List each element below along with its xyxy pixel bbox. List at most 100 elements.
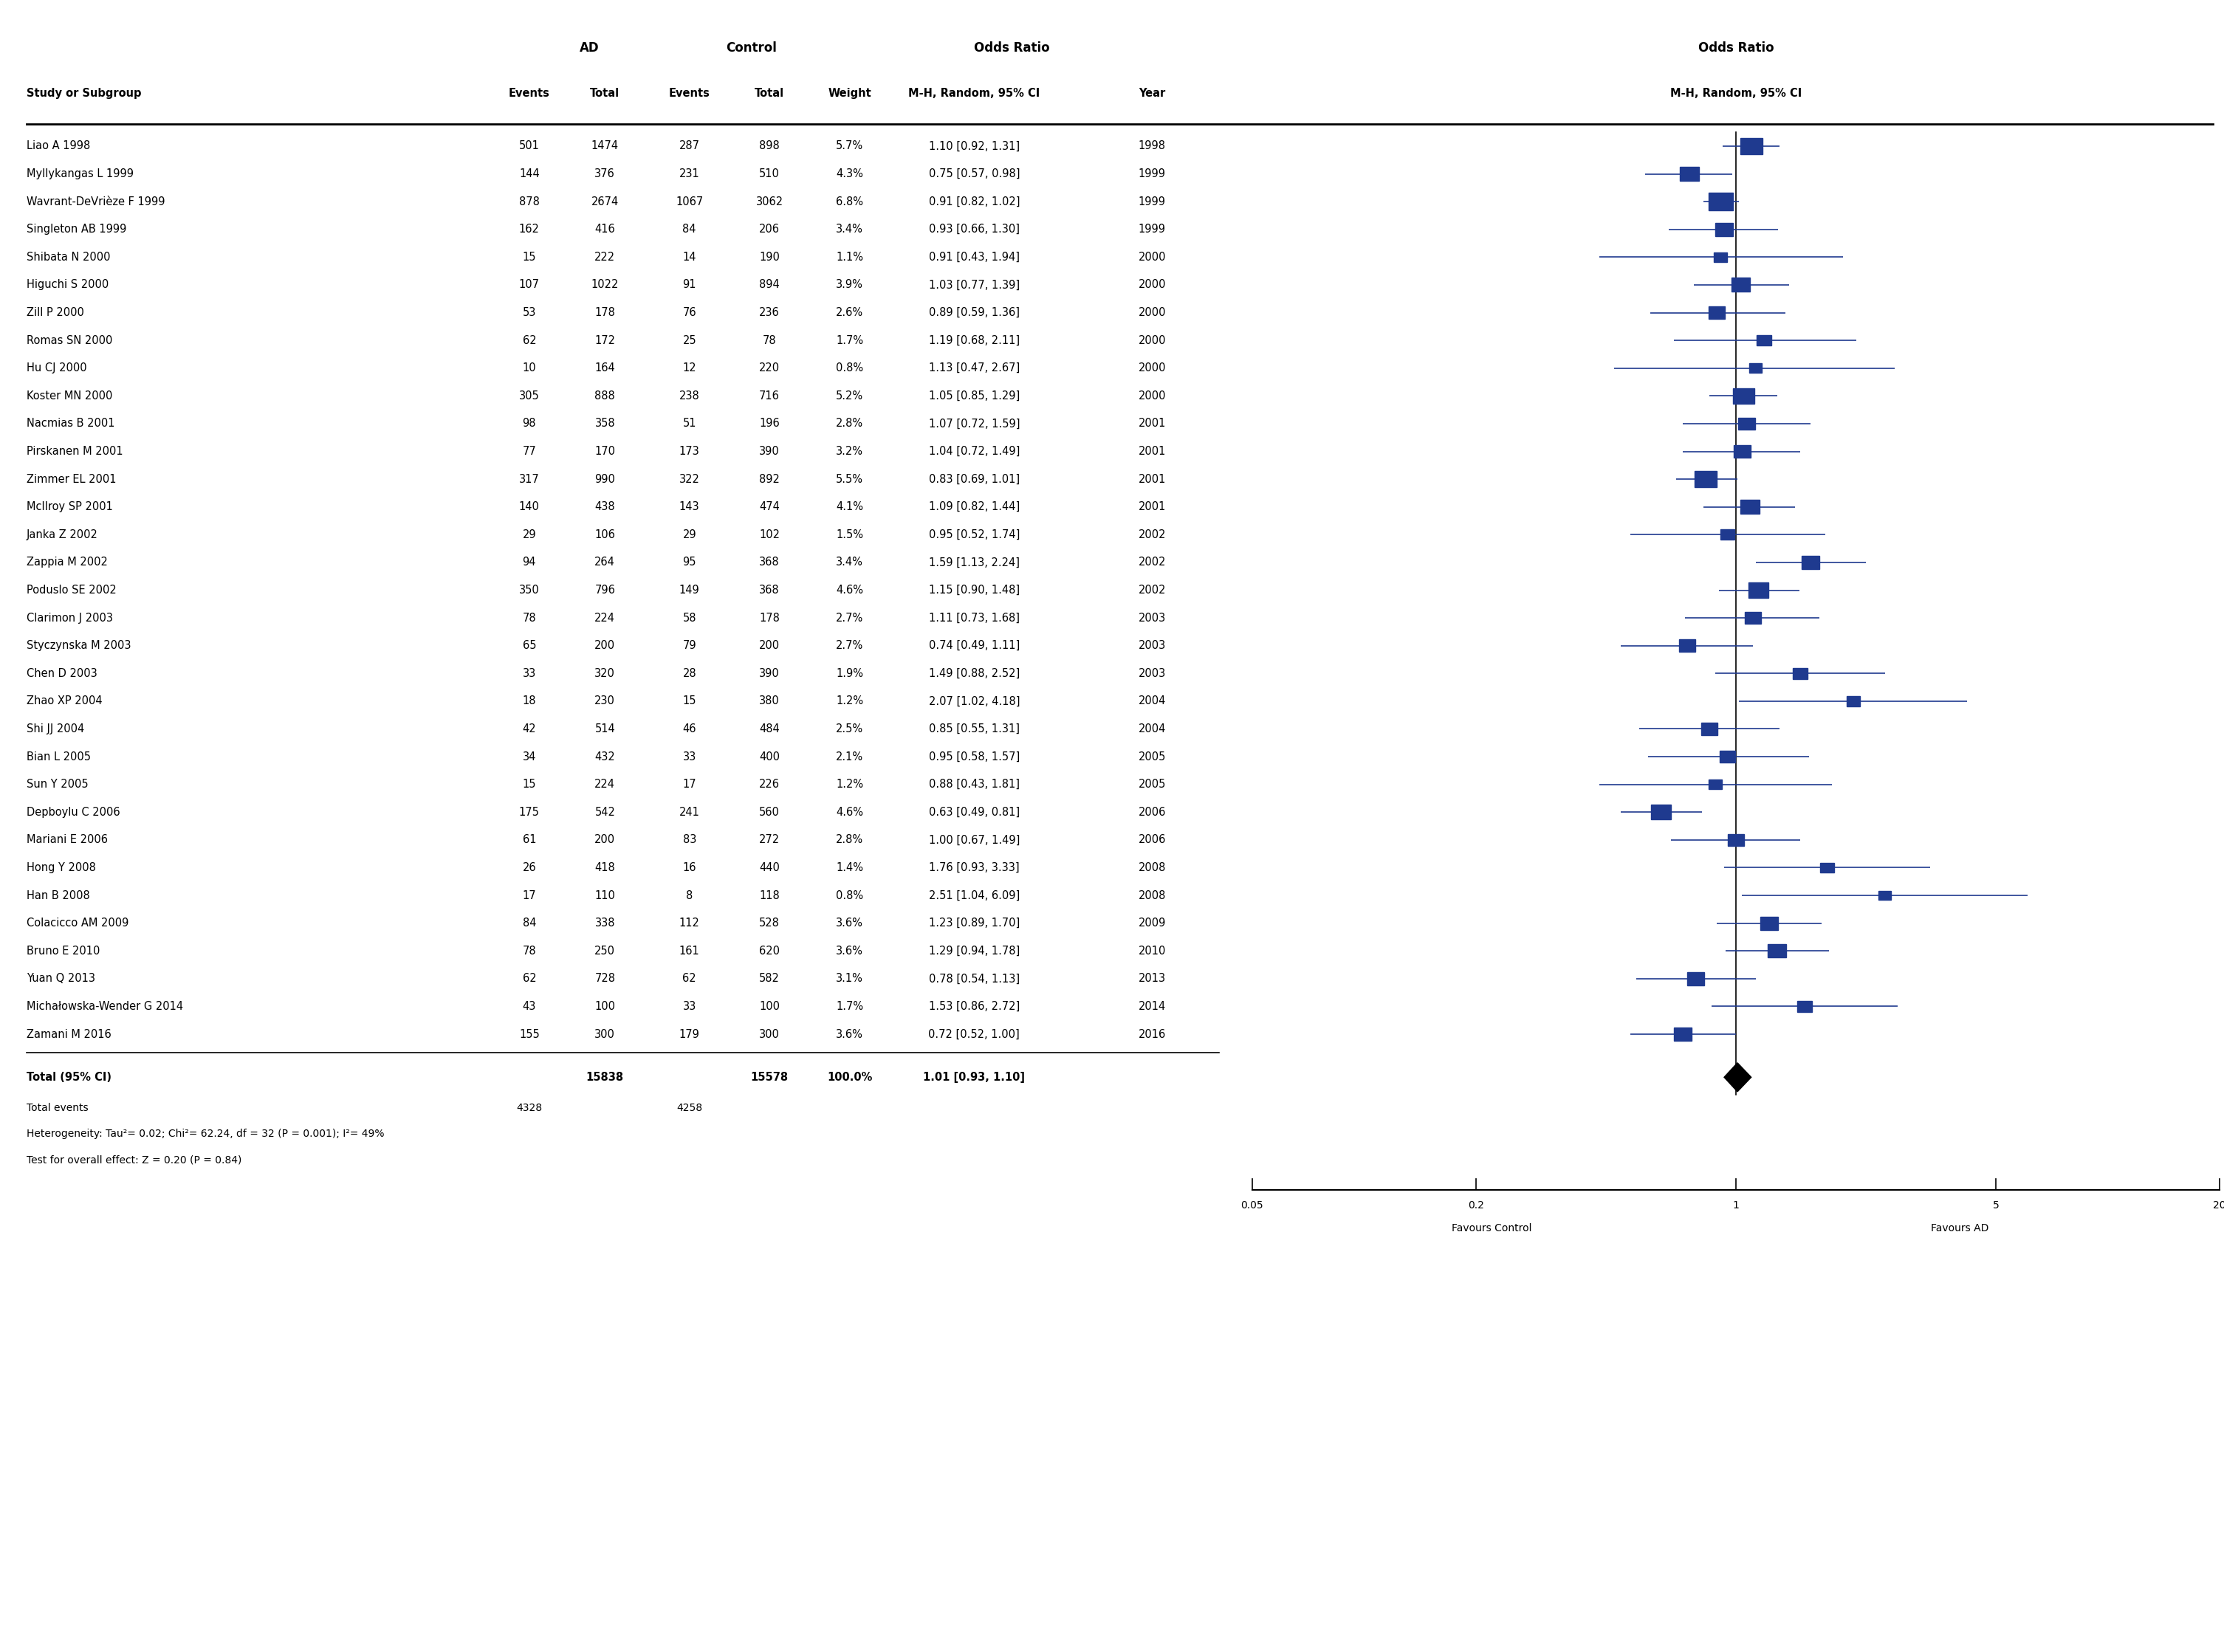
Text: 78: 78	[523, 613, 536, 623]
Text: 190: 190	[758, 251, 781, 263]
Text: 2013: 2013	[1139, 973, 1165, 985]
Text: 560: 560	[758, 806, 781, 818]
Text: 1067: 1067	[676, 197, 703, 206]
Text: 2003: 2003	[1139, 613, 1165, 623]
Bar	[1744, 611, 1761, 624]
Text: 416: 416	[594, 223, 616, 235]
Text: 0.63 [0.49, 0.81]: 0.63 [0.49, 0.81]	[930, 806, 1019, 818]
Text: 14: 14	[683, 251, 696, 263]
Text: 305: 305	[518, 390, 540, 401]
Text: 2.1%: 2.1%	[836, 752, 863, 762]
Text: 17: 17	[683, 778, 696, 790]
Text: 0.93 [0.66, 1.30]: 0.93 [0.66, 1.30]	[930, 223, 1019, 235]
Text: 5.5%: 5.5%	[836, 474, 863, 484]
Text: Koster MN 2000: Koster MN 2000	[27, 390, 113, 401]
Text: 15838: 15838	[587, 1072, 623, 1082]
Text: 118: 118	[758, 890, 781, 900]
Text: 1.2%: 1.2%	[836, 695, 863, 707]
Text: 1.04 [0.72, 1.49]: 1.04 [0.72, 1.49]	[930, 446, 1019, 458]
Text: 898: 898	[758, 140, 781, 152]
Bar	[1675, 1028, 1692, 1041]
Text: 2003: 2003	[1139, 667, 1165, 679]
Text: 2004: 2004	[1139, 695, 1165, 707]
Bar	[1679, 167, 1699, 182]
Text: 264: 264	[594, 557, 616, 568]
Text: 2674: 2674	[592, 197, 618, 206]
Text: 172: 172	[594, 335, 616, 345]
Text: 29: 29	[523, 529, 536, 540]
Text: 178: 178	[758, 613, 781, 623]
Text: 1.00 [0.67, 1.49]: 1.00 [0.67, 1.49]	[930, 834, 1019, 846]
Text: 2.51 [1.04, 6.09]: 2.51 [1.04, 6.09]	[930, 890, 1019, 900]
Bar	[1715, 253, 1728, 263]
Text: 2006: 2006	[1139, 834, 1165, 846]
Text: 15: 15	[523, 778, 536, 790]
Text: 3062: 3062	[756, 197, 783, 206]
Text: 300: 300	[594, 1029, 616, 1039]
Text: 2002: 2002	[1139, 557, 1165, 568]
Text: Hu CJ 2000: Hu CJ 2000	[27, 362, 87, 373]
Text: 2.07 [1.02, 4.18]: 2.07 [1.02, 4.18]	[927, 695, 1021, 707]
Text: 0.95 [0.52, 1.74]: 0.95 [0.52, 1.74]	[930, 529, 1019, 540]
Bar	[1739, 501, 1759, 514]
Text: 100: 100	[758, 1001, 781, 1013]
Text: McIlroy SP 2001: McIlroy SP 2001	[27, 501, 113, 512]
Text: 1.53 [0.86, 2.72]: 1.53 [0.86, 2.72]	[930, 1001, 1019, 1013]
Text: Shi JJ 2004: Shi JJ 2004	[27, 724, 85, 735]
Text: Favours AD: Favours AD	[1930, 1222, 1988, 1234]
Text: 28: 28	[683, 667, 696, 679]
Text: Sun Y 2005: Sun Y 2005	[27, 778, 89, 790]
Text: 100.0%: 100.0%	[827, 1072, 872, 1082]
Text: 2008: 2008	[1139, 862, 1165, 874]
Text: 0.8%: 0.8%	[836, 890, 863, 900]
Text: Odds Ratio: Odds Ratio	[974, 41, 1050, 55]
Text: 250: 250	[594, 945, 616, 957]
Text: 892: 892	[758, 474, 781, 484]
Text: 380: 380	[758, 695, 781, 707]
Text: 224: 224	[594, 613, 616, 623]
Text: 1.01 [0.93, 1.10]: 1.01 [0.93, 1.10]	[923, 1072, 1025, 1082]
Text: 33: 33	[683, 752, 696, 762]
Text: 5.7%: 5.7%	[836, 140, 863, 152]
Text: 6.8%: 6.8%	[836, 197, 863, 206]
Text: 320: 320	[594, 667, 616, 679]
Text: Total: Total	[589, 88, 620, 99]
Text: 0.8%: 0.8%	[836, 362, 863, 373]
Text: Zimmer EL 2001: Zimmer EL 2001	[27, 474, 116, 484]
Text: Styczynska M 2003: Styczynska M 2003	[27, 639, 131, 651]
Text: 238: 238	[678, 390, 701, 401]
Text: 94: 94	[523, 557, 536, 568]
Text: 2000: 2000	[1139, 307, 1165, 319]
Text: 33: 33	[523, 667, 536, 679]
Text: 1999: 1999	[1139, 223, 1165, 235]
Bar	[1748, 583, 1768, 598]
Text: 149: 149	[678, 585, 701, 596]
Text: Shibata N 2000: Shibata N 2000	[27, 251, 111, 263]
Text: 18: 18	[523, 695, 536, 707]
Text: 224: 224	[594, 778, 616, 790]
Text: 1.23 [0.89, 1.70]: 1.23 [0.89, 1.70]	[930, 917, 1019, 928]
Text: 12: 12	[683, 362, 696, 373]
Text: 514: 514	[594, 724, 616, 735]
Text: 1.07 [0.72, 1.59]: 1.07 [0.72, 1.59]	[927, 418, 1021, 430]
Text: 1.49 [0.88, 2.52]: 1.49 [0.88, 2.52]	[930, 667, 1019, 679]
Text: 582: 582	[758, 973, 781, 985]
Text: 390: 390	[758, 446, 781, 458]
Text: 200: 200	[758, 639, 781, 651]
Text: 95: 95	[683, 557, 696, 568]
Text: Zappia M 2002: Zappia M 2002	[27, 557, 107, 568]
Text: Mariani E 2006: Mariani E 2006	[27, 834, 109, 846]
Text: 15: 15	[523, 251, 536, 263]
Text: 220: 220	[758, 362, 781, 373]
Text: 1.13 [0.47, 2.67]: 1.13 [0.47, 2.67]	[930, 362, 1019, 373]
Text: Colacicco AM 2009: Colacicco AM 2009	[27, 917, 129, 928]
Bar	[1708, 780, 1721, 790]
Text: 143: 143	[678, 501, 701, 512]
Text: 62: 62	[523, 973, 536, 985]
Bar	[1797, 1001, 1813, 1011]
Bar	[1739, 418, 1755, 430]
Text: 170: 170	[594, 446, 616, 458]
Text: 2000: 2000	[1139, 251, 1165, 263]
Text: 1.15 [0.90, 1.48]: 1.15 [0.90, 1.48]	[930, 585, 1019, 596]
Text: 2016: 2016	[1139, 1029, 1165, 1039]
